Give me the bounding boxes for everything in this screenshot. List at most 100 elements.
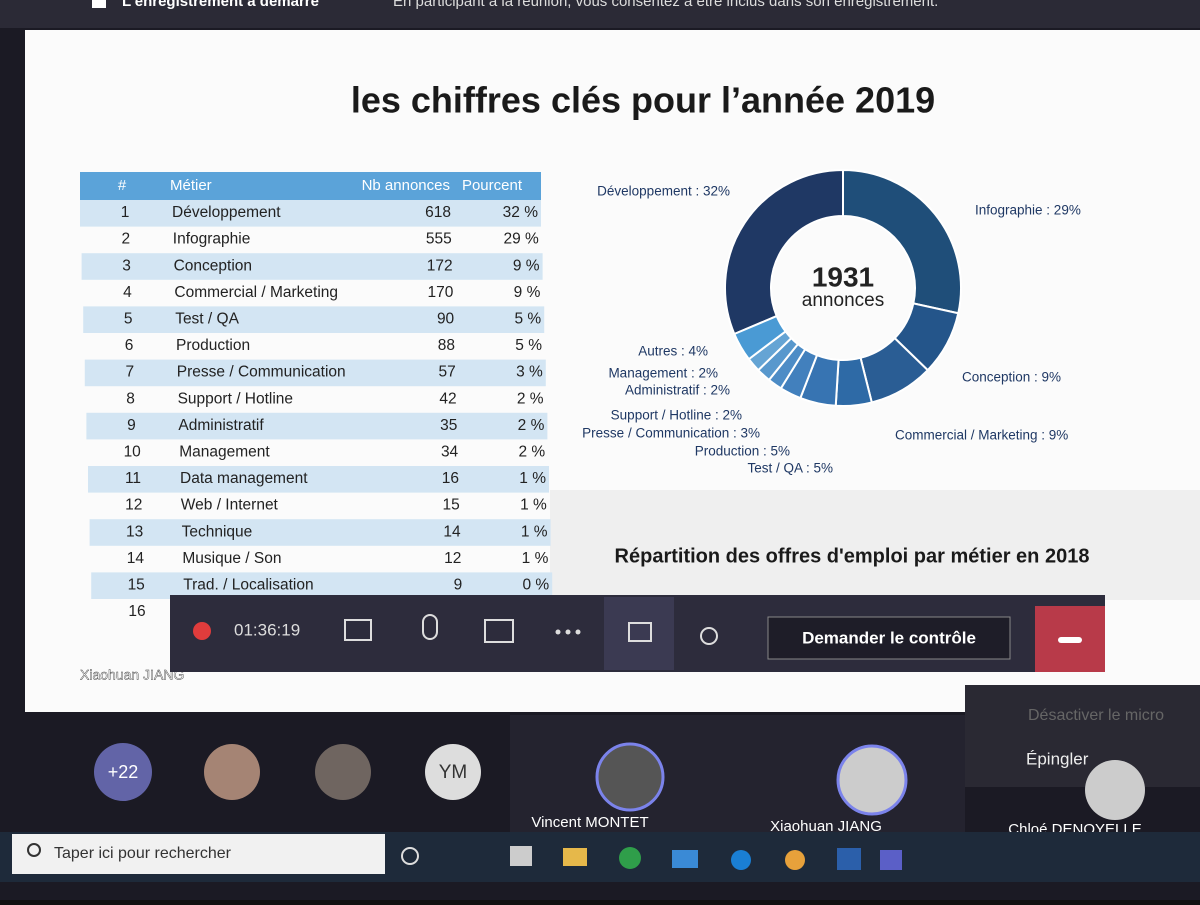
table-cell: Développement xyxy=(172,204,281,221)
chat-button[interactable] xyxy=(604,597,674,670)
slice-label: Infographie : 29% xyxy=(975,203,1081,218)
table-cell: 57 xyxy=(439,364,456,381)
table-cell: 11 xyxy=(125,470,141,487)
store-icon[interactable] xyxy=(510,846,532,866)
table-cell: 15 xyxy=(128,576,145,593)
mic-button[interactable] xyxy=(422,614,438,640)
participants-button[interactable] xyxy=(700,627,718,645)
table-cell: 0 % xyxy=(522,576,549,593)
task-view[interactable] xyxy=(401,847,419,865)
table-cell: Technique xyxy=(182,523,253,540)
slide-title: les chiffres clés pour l’année 2019 xyxy=(351,80,935,121)
menu-item[interactable]: Désactiver le micro xyxy=(1028,707,1164,724)
search-box[interactable] xyxy=(12,834,385,874)
overflow-avatar[interactable] xyxy=(94,743,152,801)
table-cell: 12 xyxy=(125,497,142,514)
table-cell: 34 xyxy=(441,443,459,460)
presenter-name: Xiaohuan JIANG xyxy=(80,667,184,683)
banner xyxy=(0,0,1200,28)
record-indicator xyxy=(193,622,211,640)
chat-icon xyxy=(628,622,652,642)
banner-icon xyxy=(92,0,106,8)
slide-backdrop xyxy=(550,490,1200,600)
search-icon xyxy=(27,843,41,857)
mail-icon[interactable] xyxy=(672,850,698,868)
table-cell: 1 xyxy=(121,204,130,221)
table-cell: Data management xyxy=(180,470,308,487)
table-cell: Web / Internet xyxy=(181,497,279,514)
table-row xyxy=(91,572,553,599)
header-cell: # xyxy=(118,177,127,194)
table-cell: 10 xyxy=(124,443,142,460)
control-button-label: Demander le contrôle xyxy=(802,628,976,647)
table-cell: 16 xyxy=(442,470,459,487)
video-avatar[interactable] xyxy=(836,744,908,816)
slice-label: Management : 2% xyxy=(608,366,718,381)
table-cell: Test / QA xyxy=(175,310,239,327)
table-row xyxy=(80,200,541,227)
table-cell: 7 xyxy=(125,364,134,381)
table-cell: 170 xyxy=(428,284,454,301)
call-timer: 01:36:19 xyxy=(234,620,300,639)
donut-slice xyxy=(724,168,844,336)
slice-label: Administratif : 2% xyxy=(625,383,730,398)
table-row xyxy=(86,412,548,440)
browser-icon[interactable] xyxy=(785,850,805,870)
table-row xyxy=(88,466,549,493)
table-cell: 32 % xyxy=(503,204,539,221)
table-cell: 35 xyxy=(440,417,457,434)
table-cell: 1 % xyxy=(522,550,549,567)
table-cell: 1 % xyxy=(519,470,546,487)
table-cell: Presse / Communication xyxy=(177,364,346,381)
header-cell: Nb annonces xyxy=(362,177,450,194)
hangup-icon xyxy=(1058,637,1082,643)
table-cell: 5 % xyxy=(515,337,542,354)
table-cell: Infographie xyxy=(173,231,251,248)
search-placeholder: Taper ici pour rechercher xyxy=(54,845,232,862)
edge-icon[interactable] xyxy=(731,850,751,870)
more-button[interactable] xyxy=(555,629,581,635)
slice-label: Commercial / Marketing : 9% xyxy=(895,428,1068,443)
teams-icon[interactable] xyxy=(880,850,902,870)
table-cell: 5 xyxy=(124,310,133,327)
table-cell: Support / Hotline xyxy=(178,390,293,407)
table-cell: 15 xyxy=(443,497,460,514)
table-cell: Musique / Son xyxy=(182,550,281,567)
table-cell: 9 xyxy=(454,576,463,593)
table-cell: 14 xyxy=(127,550,145,567)
slide-subtitle: Répartition des offres d'emploi par méti… xyxy=(615,545,1090,567)
video-avatar[interactable] xyxy=(1085,760,1145,820)
avatar[interactable] xyxy=(204,744,260,800)
table-cell: 13 xyxy=(126,523,143,540)
table-cell: 555 xyxy=(426,231,452,248)
table-cell: 1 % xyxy=(521,523,548,540)
slice-label: Test / QA : 5% xyxy=(747,461,833,476)
slice-label: Développement : 32% xyxy=(597,184,730,199)
table-cell: 14 xyxy=(443,523,461,540)
avatar[interactable] xyxy=(425,744,481,800)
table-cell: Conception xyxy=(174,257,252,274)
table-cell: 12 xyxy=(444,550,461,567)
control-button[interactable] xyxy=(767,616,1011,660)
table-cell: Commercial / Marketing xyxy=(174,284,338,301)
donut-slice xyxy=(842,168,962,315)
word-icon[interactable] xyxy=(837,848,861,870)
avatar[interactable] xyxy=(315,744,371,800)
video-avatar[interactable] xyxy=(595,742,665,812)
menu-item[interactable]: Épingler xyxy=(1026,749,1089,768)
table-cell: 618 xyxy=(425,204,451,221)
overflow-count: +22 xyxy=(108,762,139,782)
table-cell: 90 xyxy=(437,310,455,327)
share-button[interactable] xyxy=(484,619,514,643)
table-cell: Management xyxy=(179,443,270,460)
explorer-icon[interactable] xyxy=(563,848,587,866)
table-row xyxy=(83,306,545,333)
camera-button[interactable] xyxy=(344,619,372,641)
slice-label: Support / Hotline : 2% xyxy=(611,408,742,423)
chrome-icon[interactable] xyxy=(619,847,641,869)
table-cell: Trad. / Localisation xyxy=(183,576,313,593)
center-label: annonces xyxy=(802,290,884,311)
